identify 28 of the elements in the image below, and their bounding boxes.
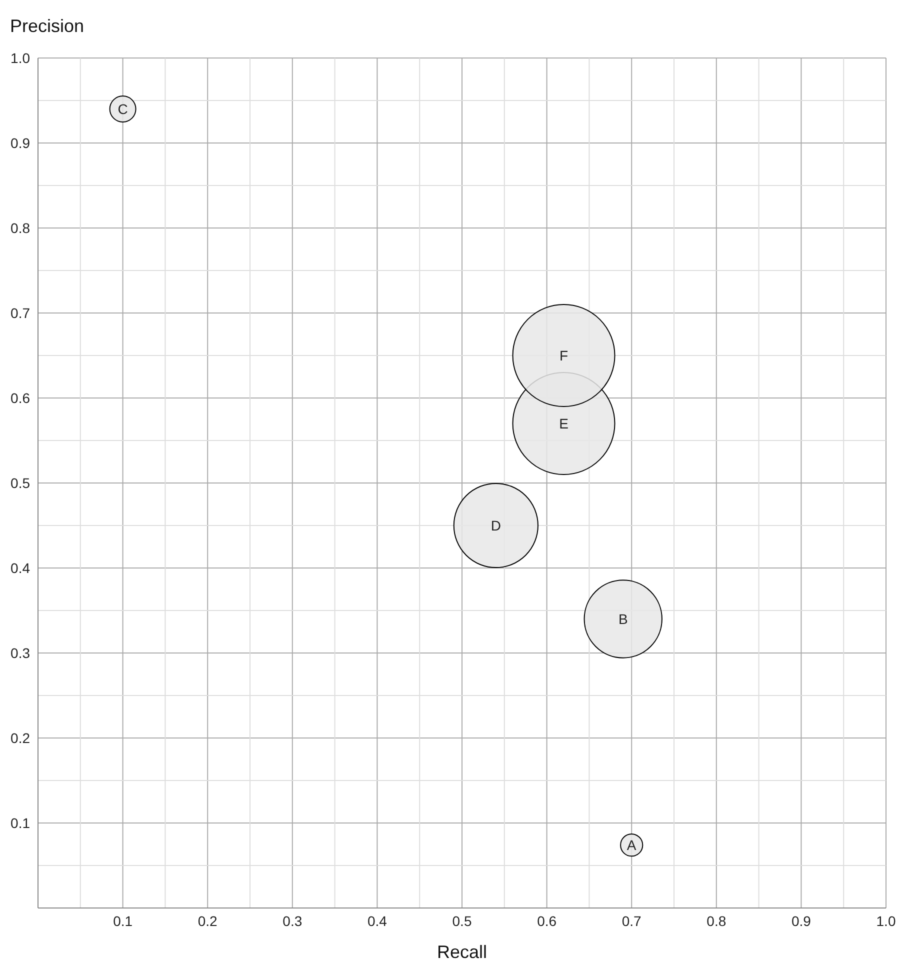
y-tick-label: 0.2	[10, 730, 30, 746]
x-tick-label: 0.4	[367, 912, 388, 929]
y-tick-label: 0.9	[10, 134, 30, 151]
x-tick-label: 0.3	[282, 912, 302, 929]
x-tick-label: 0.1	[113, 912, 133, 929]
y-tick-label: 0.3	[10, 644, 30, 661]
y-tick-label: 0.8	[10, 220, 30, 236]
series-label: E	[559, 416, 568, 432]
series-label: B	[618, 611, 628, 627]
x-tick-label: 0.5	[452, 912, 472, 929]
x-axis-title: Recall	[436, 942, 488, 960]
series-label: D	[490, 518, 501, 534]
y-tick-label: 0.6	[10, 390, 30, 406]
series-label: A	[626, 837, 637, 854]
series-label: C	[118, 101, 128, 117]
y-tick-label: 0.4	[10, 560, 30, 576]
y-tick-label: 0.7	[10, 304, 30, 321]
x-tick-label: 0.7	[622, 912, 642, 929]
y-axis-title: Precision	[10, 16, 84, 37]
y-tick-label: 1.0	[10, 50, 30, 66]
x-tick-label: 0.9	[791, 912, 812, 929]
x-tick-label: 1.0	[876, 912, 896, 929]
y-tick-label: 0.5	[10, 474, 30, 491]
y-tick-label: 0.1	[10, 814, 30, 831]
x-tick-label: 0.6	[537, 912, 557, 929]
series-label: F	[559, 348, 568, 364]
x-tick-label: 0.8	[706, 912, 726, 929]
x-tick-label: 0.2	[198, 912, 218, 929]
